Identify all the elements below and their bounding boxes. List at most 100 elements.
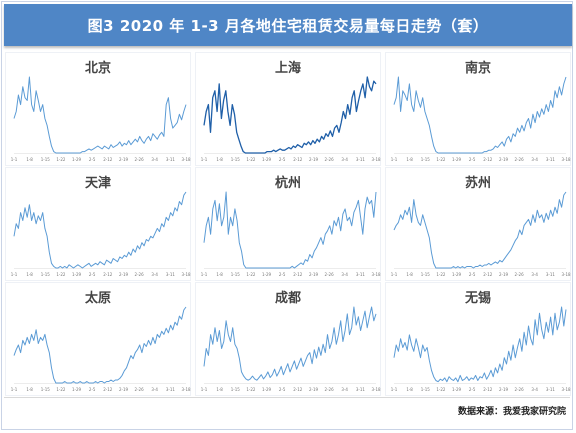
x-tick-label: 2-5	[89, 157, 96, 162]
x-tick-label: 1-22	[436, 272, 446, 277]
x-tick-label: 1-15	[231, 387, 241, 392]
x-tick-label: 2-19	[499, 157, 509, 162]
line-chart: 1-1 1-8 1-15 1-22 1-29 2-5 2-12 2-19 2-26 3-4 3-11…	[391, 191, 571, 277]
chart-panel: 太原 1-1 1-8 1-15 1-22 1-29 2-5 2-12 2-19 2-26 3-4 3-…	[5, 282, 191, 396]
line-chart: 1-1 1-8 1-15 1-22 1-29 2-5 2-12 2-19 2-26 3-4 3-11…	[201, 76, 381, 162]
x-tick-label: 1-15	[41, 272, 51, 277]
x-tick-label: 3-4	[151, 157, 158, 162]
x-tick-label: 1-1	[391, 272, 398, 277]
chart-title: 苏州	[464, 176, 491, 191]
x-tick-label: 1-22	[56, 157, 66, 162]
x-tick-label: 2-12	[293, 272, 303, 277]
x-tick-label: 3-4	[151, 272, 158, 277]
data-source-note: 数据来源：我爱我家研究院	[457, 407, 566, 417]
series-line	[13, 76, 187, 154]
series-line	[393, 306, 567, 383]
line-chart: 1-1 1-8 1-15 1-22 1-29 2-5 2-12 2-19 2-26 3-4 3-11…	[391, 76, 571, 162]
chart-panel: 上海 1-1 1-8 1-15 1-22 1-29 2-5 2-12 2-19 2-26 3-4 3-…	[195, 52, 381, 166]
chart-panel: 苏州 1-1 1-8 1-15 1-22 1-29 2-5 2-12 2-19 2-26 3-4 3-…	[385, 167, 571, 281]
x-tick-label: 1-29	[72, 157, 82, 162]
x-tick-label: 1-22	[436, 387, 446, 392]
figure-header: 图3 2020 年 1-3 月各地住宅租赁交易量每日走势（套）	[4, 4, 572, 46]
x-tick-label: 1-29	[262, 272, 272, 277]
x-tick-label: 1-22	[56, 272, 66, 277]
x-tick-label: 2-26	[515, 272, 525, 277]
chart-title: 上海	[274, 61, 301, 76]
chart-title: 南京	[464, 61, 491, 76]
x-tick-label: 3-11	[166, 387, 176, 392]
chart-title: 北京	[84, 61, 111, 76]
x-tick-label: 2-12	[483, 272, 493, 277]
x-tick-label: 3-11	[166, 272, 176, 277]
x-tick-label: 2-26	[515, 157, 525, 162]
x-tick-label: 1-1	[201, 387, 208, 392]
x-tick-label: 1-1	[391, 157, 398, 162]
x-tick-label: 2-12	[103, 272, 113, 277]
x-tick-label: 2-19	[309, 157, 319, 162]
series-line	[13, 191, 187, 269]
x-tick-label: 3-4	[341, 387, 348, 392]
line-chart: 1-1 1-8 1-15 1-22 1-29 2-5 2-12 2-19 2-26 3-4 3-11…	[11, 191, 191, 277]
x-tick-label: 1-29	[72, 272, 82, 277]
x-tick-label: 3-11	[356, 272, 366, 277]
chart-panel: 成都 1-1 1-8 1-15 1-22 1-29 2-5 2-12 2-19 2-26 3-4 3-…	[195, 282, 381, 396]
x-tick-label: 1-22	[436, 157, 446, 162]
line-chart: 1-1 1-8 1-15 1-22 1-29 2-5 2-12 2-19 2-26 3-4 3-11…	[391, 306, 571, 392]
x-tick-label: 2-5	[89, 387, 96, 392]
x-tick-label: 2-26	[135, 387, 145, 392]
x-tick-label: 2-19	[309, 272, 319, 277]
x-tick-label: 2-26	[325, 157, 335, 162]
x-tick-label: 1-15	[421, 272, 431, 277]
x-tick-label: 3-11	[546, 272, 556, 277]
series-line	[203, 76, 377, 154]
chart-title: 杭州	[274, 176, 301, 191]
x-tick-label: 2-12	[293, 157, 303, 162]
series-line	[393, 76, 567, 154]
x-tick-label: 1-1	[391, 387, 398, 392]
x-tick-label: 3-18	[181, 387, 191, 392]
x-tick-label: 2-19	[119, 272, 129, 277]
x-tick-label: 1-15	[231, 272, 241, 277]
x-tick-label: 2-26	[135, 157, 145, 162]
x-tick-label: 2-12	[103, 157, 113, 162]
x-tick-label: 3-4	[151, 387, 158, 392]
x-tick-label: 2-19	[119, 387, 129, 392]
x-tick-label: 3-4	[531, 157, 538, 162]
x-tick-label: 1-8	[26, 272, 33, 277]
x-tick-label: 1-1	[201, 272, 208, 277]
x-tick-label: 2-12	[483, 387, 493, 392]
figure-title: 图3 2020 年 1-3 月各地住宅租赁交易量每日走势（套）	[87, 16, 489, 35]
x-tick-label: 2-12	[103, 387, 113, 392]
x-tick-label: 3-18	[181, 272, 191, 277]
x-tick-label: 1-15	[41, 387, 51, 392]
x-tick-label: 3-11	[166, 157, 176, 162]
x-tick-label: 1-1	[11, 272, 18, 277]
chart-title: 成都	[274, 291, 301, 306]
x-tick-label: 1-8	[216, 272, 223, 277]
x-tick-label: 2-5	[469, 272, 476, 277]
x-tick-label: 1-8	[216, 157, 223, 162]
x-tick-label: 2-5	[469, 387, 476, 392]
chart-title: 无锡	[464, 291, 491, 306]
x-tick-label: 3-18	[181, 157, 191, 162]
x-tick-label: 2-19	[309, 387, 319, 392]
line-chart: 1-1 1-8 1-15 1-22 1-29 2-5 2-12 2-19 2-26 3-4 3-11…	[11, 76, 191, 162]
x-tick-label: 1-8	[26, 157, 33, 162]
x-tick-label: 3-4	[531, 387, 538, 392]
x-tick-label: 3-11	[356, 157, 366, 162]
x-tick-label: 3-11	[356, 387, 366, 392]
x-tick-label: 1-8	[26, 387, 33, 392]
chart-panel: 北京 1-1 1-8 1-15 1-22 1-29 2-5 2-12 2-19 2-26 3-4 3-…	[5, 52, 191, 166]
x-tick-label: 2-5	[469, 157, 476, 162]
x-tick-label: 2-26	[515, 387, 525, 392]
x-tick-label: 1-15	[41, 157, 51, 162]
x-tick-label: 3-4	[531, 272, 538, 277]
x-tick-label: 1-8	[406, 387, 413, 392]
x-tick-label: 1-29	[452, 272, 462, 277]
x-tick-label: 1-22	[56, 387, 66, 392]
x-tick-label: 3-18	[561, 272, 571, 277]
x-tick-label: 1-22	[246, 157, 256, 162]
x-tick-label: 3-18	[371, 272, 381, 277]
x-tick-label: 3-18	[371, 157, 381, 162]
